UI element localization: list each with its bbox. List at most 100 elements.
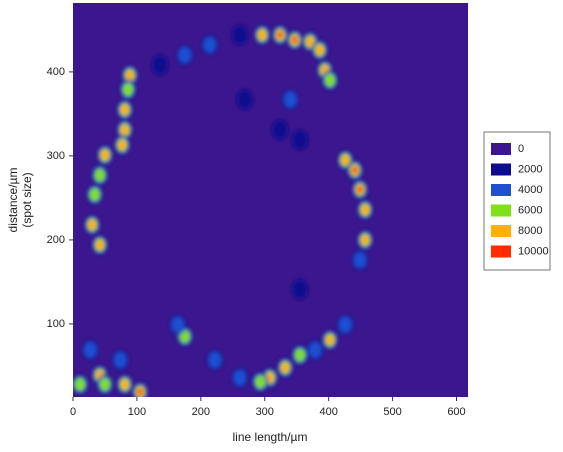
legend-swatch [491, 163, 511, 176]
heat-spot [351, 250, 368, 271]
heat-contour [179, 329, 191, 344]
heat-contour [118, 139, 127, 150]
heat-contour [120, 104, 129, 115]
x-tick-label: 100 [128, 406, 146, 418]
heat-spot [96, 145, 113, 166]
heat-spot [307, 339, 324, 360]
heat-spot [231, 367, 248, 388]
heat-contour [315, 45, 324, 56]
heat-contour [277, 31, 283, 39]
heat-spot [321, 70, 338, 91]
heat-spot [316, 60, 333, 81]
heat-spot [272, 119, 289, 140]
x-tick-label: 200 [192, 406, 210, 418]
legend-label: 0 [518, 143, 524, 155]
heat-spot [277, 357, 294, 378]
heat-spot [82, 339, 99, 360]
y-axis-title: distance/µm [6, 168, 20, 233]
heat-spot [96, 374, 113, 395]
heat-contour [120, 124, 129, 135]
heat-contour [325, 334, 334, 345]
heat-spot [346, 160, 363, 181]
y-tick-label: 100 [47, 318, 65, 330]
heat-contour [291, 279, 308, 300]
heat-spot [254, 24, 271, 45]
heat-contour [361, 204, 370, 215]
x-tick-label: 600 [447, 406, 465, 418]
heat-contour [281, 362, 290, 373]
legend-swatch [491, 225, 511, 237]
x-tick-label: 500 [383, 406, 401, 418]
heat-contour [208, 351, 222, 369]
heat-contour [178, 46, 192, 64]
heat-contour [151, 55, 168, 76]
heat-spot [236, 89, 253, 110]
heat-contour [341, 155, 350, 166]
heat-spot [116, 99, 133, 120]
legend-swatch [491, 245, 511, 258]
legend-swatch [491, 143, 511, 155]
heat-contour [125, 70, 134, 81]
heat-spot [321, 329, 338, 350]
heat-contour [100, 150, 109, 161]
legend-label: 10000 [518, 245, 549, 257]
heat-spot [114, 134, 131, 155]
legend-label: 4000 [518, 184, 542, 196]
heat-spot [86, 184, 103, 205]
heat-spot [291, 129, 308, 150]
heat-contour [352, 166, 358, 174]
heat-contour [89, 187, 101, 202]
heat-contour [74, 377, 86, 392]
heat-spot [252, 371, 269, 392]
heat-contour [95, 239, 104, 250]
heat-contour [306, 36, 315, 47]
legend-label: 6000 [518, 204, 542, 216]
heat-spot [119, 79, 136, 100]
y-tick-label: 400 [47, 66, 65, 78]
heat-contour [120, 379, 129, 390]
heat-spot [272, 24, 289, 45]
heat-spot [116, 374, 133, 395]
heat-spot [176, 45, 193, 66]
heat-contour [94, 168, 106, 182]
heat-spot [73, 374, 89, 395]
x-tick-label: 400 [319, 406, 337, 418]
heat-spot [351, 179, 368, 200]
heat-spot [206, 350, 223, 371]
heat-layer [73, 24, 374, 397]
heat-contour [122, 82, 134, 97]
heat-spot [132, 381, 149, 397]
heat-contour [272, 119, 289, 140]
heat-contour [324, 73, 336, 87]
heat-spot [286, 29, 303, 50]
x-tick-label: 0 [70, 406, 76, 418]
heat-contour [308, 341, 322, 359]
heat-contour [99, 377, 111, 392]
heat-contour [258, 29, 267, 40]
x-axis-title: line length/µm [233, 430, 308, 444]
heat-spot [231, 24, 248, 45]
heat-contour [353, 251, 367, 269]
heat-contour [254, 375, 266, 389]
heat-spot [116, 119, 133, 140]
heat-contour [283, 91, 297, 108]
heat-spot [337, 314, 354, 335]
y-tick-label: 300 [47, 150, 65, 162]
plot-background [73, 3, 468, 397]
heat-spot [291, 279, 308, 300]
heat-contour [291, 129, 308, 150]
heat-spot [112, 350, 129, 371]
heat-spot [357, 199, 374, 220]
legend-swatch [491, 184, 511, 196]
heat-spot [151, 55, 168, 76]
heat-contour [137, 388, 143, 396]
heat-contour [361, 234, 370, 245]
heat-spot [91, 234, 108, 255]
heat-spot [169, 314, 186, 335]
y-axis-title: (spot size) [20, 172, 34, 227]
heat-spot [201, 35, 218, 56]
heat-contour [294, 348, 306, 362]
heat-spot [357, 229, 374, 250]
